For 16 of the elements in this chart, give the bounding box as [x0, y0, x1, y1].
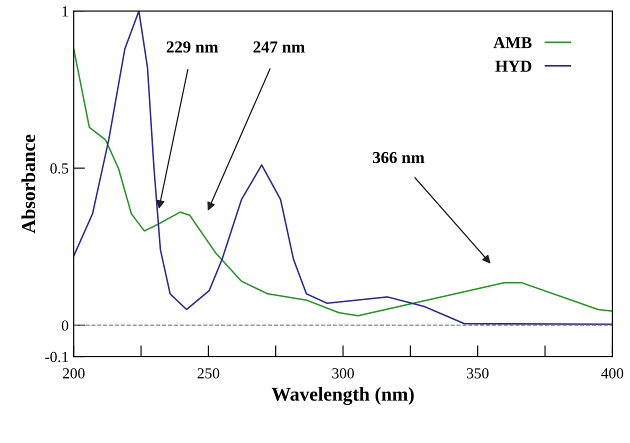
x-tick-label: 200 — [62, 368, 85, 378]
y-axis-title: Absorbance — [21, 134, 36, 234]
x-tick-label: 250 — [198, 368, 220, 378]
annotation: 366 nm — [372, 152, 424, 164]
legend-label: AMB — [493, 37, 532, 48]
x-tick-label: 350 — [466, 368, 489, 378]
legend-label: HYD — [495, 60, 532, 72]
y-tick-label: -0.1 — [45, 352, 68, 362]
annotation: 229 nm — [166, 41, 218, 53]
annotation: 247 nm — [253, 41, 305, 52]
y-tick-label: 1 — [62, 6, 68, 16]
x-tick-label: 400 — [601, 368, 624, 378]
y-tick-label: 0.5 — [50, 163, 68, 174]
x-tick-label: 300 — [332, 368, 354, 378]
y-tick-label: 0 — [62, 320, 68, 331]
x-axis-title: Wavelength (nm) — [272, 387, 414, 405]
